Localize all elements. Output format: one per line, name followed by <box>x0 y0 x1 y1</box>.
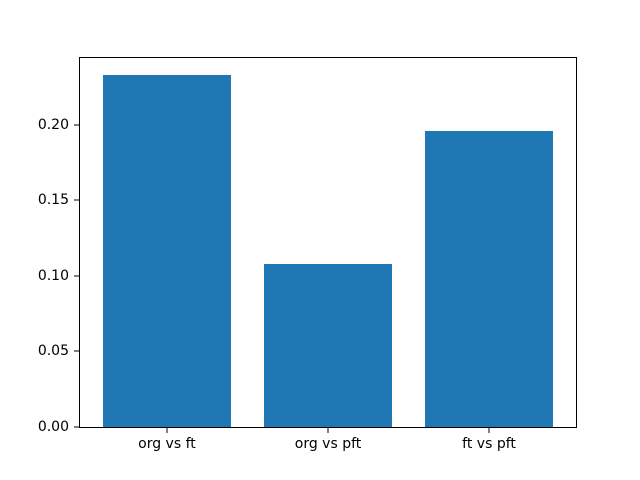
y-tick-label: 0.20 <box>37 116 69 133</box>
x-tick-label: ft vs pft <box>462 436 516 452</box>
y-axis-tick <box>74 350 79 352</box>
plot-inner: org vs ft org vs pft ft vs pft 0.00 0.05 0.10… <box>38 58 576 451</box>
x-axis-tick <box>166 428 168 433</box>
x-axis-tick <box>327 428 329 433</box>
x-tick-label: org vs ft <box>138 436 196 452</box>
bar-ft-vs-pft <box>424 130 554 427</box>
x-tick-label: org vs pft <box>294 436 362 452</box>
plot-area: org vs ft org vs pft ft vs pft 0.00 0.05 0.10… <box>38 57 577 451</box>
y-tick-label: 0.10 <box>37 267 69 284</box>
y-tick-label: 0.05 <box>37 343 69 360</box>
bar-org-vs-pft <box>263 263 393 427</box>
y-axis-tick <box>74 124 79 126</box>
bar-org-vs-ft <box>102 74 232 427</box>
y-axis-tick <box>74 275 79 277</box>
y-tick-label: 0.00 <box>37 419 69 435</box>
x-axis-tick <box>488 428 490 433</box>
y-tick-label: 0.15 <box>37 192 69 209</box>
y-axis-tick <box>74 199 79 201</box>
y-axis-tick <box>74 426 79 428</box>
